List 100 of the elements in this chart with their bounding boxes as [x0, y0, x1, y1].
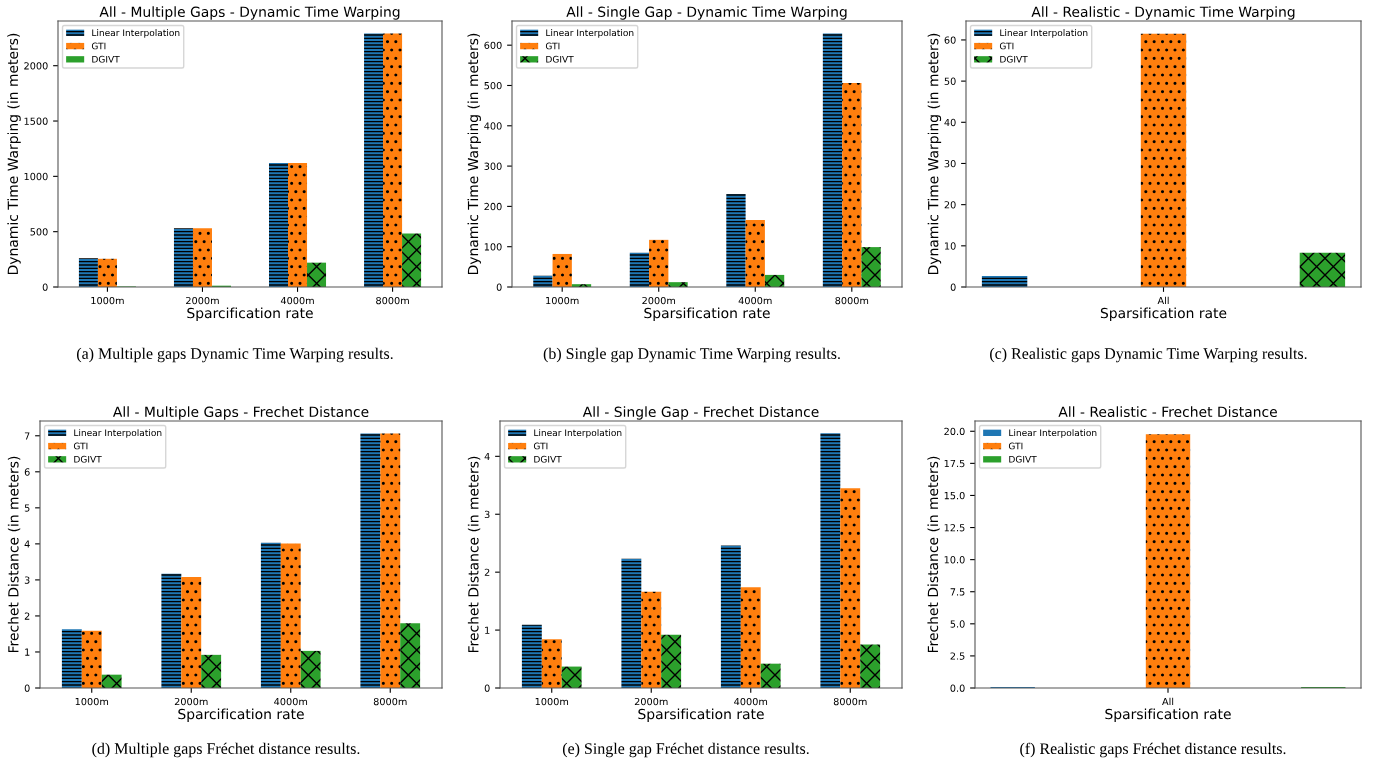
y-tick-label: 60 — [944, 36, 956, 44]
y-tick-label: 0.0 — [950, 684, 965, 692]
y-tick-label: 0 — [42, 283, 48, 291]
y-tick-label: 40 — [944, 118, 956, 127]
x-axis-title: Sparcification rate — [187, 307, 313, 321]
legend-label: GTI — [533, 442, 548, 450]
legend-label: DGIVT — [74, 455, 102, 463]
x-tick-label: 8000m — [835, 296, 869, 305]
y-tick-label: 6 — [24, 468, 30, 476]
x-tick-label: 1000m — [546, 296, 579, 305]
y-tick-label: 400 — [484, 122, 502, 130]
legend-label: DGIVT — [1000, 55, 1028, 63]
y-tick-label: 7 — [24, 432, 30, 440]
x-tick-label: 1000m — [535, 697, 569, 706]
y-tick-label: 100 — [484, 243, 502, 251]
legend-label: Linear Interpolation — [546, 29, 634, 38]
y-tick-label: 2.5 — [950, 652, 965, 660]
x-tick-label: All — [1157, 296, 1169, 305]
x-tick-label: 1000m — [75, 697, 109, 706]
legend-label: DGIVT — [1009, 455, 1037, 463]
y-axis-title: Dynamic Time Warping (in meters) — [927, 33, 942, 275]
chart-title: All - Single Gap - Frechet Distance — [582, 406, 819, 420]
y-tick-label: 0 — [496, 283, 502, 291]
y-tick-label: 0 — [484, 684, 490, 692]
y-tick-label: 300 — [484, 162, 502, 170]
x-tick-label: 1000m — [91, 296, 124, 305]
y-tick-label: 50 — [944, 77, 956, 85]
y-tick-label: 1500 — [24, 117, 48, 125]
legend-label: DGIVT — [546, 55, 574, 63]
y-tick-label: 20 — [944, 201, 956, 209]
text: (f) Realistic gaps Fréchet distance results. — [1020, 742, 1286, 758]
y-axis-title: Dynamic Time Warping (in meters) — [467, 33, 481, 275]
text: (c) Realistic gaps Dynamic Time Warping results. — [990, 347, 1307, 363]
y-axis-title: Frechet Distance (in meters) — [7, 456, 21, 653]
text: (a) Multiple gaps Dynamic Time Warping results. — [76, 347, 393, 363]
x-tick-label: 2000m — [642, 296, 676, 305]
x-tick-label: 8000m — [833, 697, 867, 706]
y-tick-label: 1 — [485, 626, 490, 634]
y-tick-label: 0 — [950, 283, 956, 291]
y-tick-label: 7.5 — [950, 588, 965, 596]
y-axis-title: Dynamic Time Warping (in meters) — [7, 33, 21, 275]
y-tick-label: 500 — [30, 228, 48, 236]
y-tick-label: 17.5 — [944, 459, 965, 468]
legend-label: GTI — [999, 42, 1014, 50]
y-tick-label: 15.0 — [944, 491, 965, 500]
y-tick-label: 2 — [484, 568, 490, 576]
y-tick-label: 1 — [25, 648, 30, 656]
x-axis-title: Sparsification rate — [1100, 307, 1227, 321]
x-tick-label: 4000m — [280, 296, 314, 305]
y-tick-label: 4 — [24, 540, 30, 548]
y-tick-label: 4 — [484, 452, 490, 461]
x-tick-label: 8000m — [376, 296, 409, 305]
y-tick-label: 5.0 — [950, 620, 965, 628]
chart-title: All - Realistic - Dynamic Time Warping — [1031, 6, 1295, 20]
y-tick-label: 20.0 — [944, 427, 965, 436]
x-tick-label: All — [1162, 697, 1174, 706]
chart-title: All - Realistic - Frechet Distance — [1058, 406, 1277, 418]
x-tick-label: 2000m — [174, 697, 208, 706]
x-tick-label: 2000m — [186, 296, 219, 305]
y-tick-label: 30 — [944, 159, 956, 168]
y-tick-label: 0 — [24, 684, 30, 692]
y-tick-label: 600 — [484, 41, 502, 50]
y-tick-label: 2000 — [24, 62, 48, 70]
y-tick-label: 200 — [484, 202, 502, 211]
legend-label: Linear Interpolation — [1000, 29, 1088, 38]
x-axis-title: Sparsification rate — [1105, 708, 1231, 722]
x-tick-label: 8000m — [373, 697, 407, 706]
y-axis-title: Frechet Distance (in meters) — [927, 456, 940, 653]
y-tick-label: 10 — [944, 242, 956, 250]
y-tick-label: 2 — [24, 612, 30, 620]
y-tick-label: 10.0 — [944, 556, 965, 564]
text: (e) Single gap Fréchet distance results. — [562, 742, 809, 758]
legend-label: Linear Interpolation — [92, 29, 180, 38]
y-tick-label: 5 — [24, 504, 30, 512]
x-tick-label: 2000m — [634, 697, 668, 706]
legend-label: GTI — [91, 42, 106, 50]
x-tick-label: 4000m — [738, 296, 772, 305]
y-axis-title: Frechet Distance (in meters) — [467, 456, 481, 653]
x-tick-label: 4000m — [274, 697, 308, 706]
legend-label: Linear Interpolation — [1009, 429, 1097, 438]
x-axis-title: Sparsification rate — [644, 307, 770, 321]
legend-label: Linear Interpolation — [534, 429, 622, 438]
legend-label: DGIVT — [92, 55, 120, 63]
x-tick-label: 4000m — [734, 697, 768, 706]
chart-title: All - Multiple Gaps - Dynamic Time Warping — [99, 6, 400, 20]
text: (d) Multiple gaps Fréchet distance results. — [92, 742, 360, 758]
y-tick-label: 3 — [484, 510, 490, 519]
y-tick-label: 12.5 — [944, 524, 965, 532]
y-tick-label: 500 — [484, 81, 502, 90]
y-tick-label: 3 — [24, 576, 30, 584]
legend-label: GTI — [545, 42, 560, 50]
chart-title: All - Single Gap - Dynamic Time Warping — [566, 6, 847, 20]
legend-label: GTI — [73, 442, 88, 450]
legend-label: Linear Interpolation — [74, 429, 162, 438]
chart-title: All - Multiple Gaps - Frechet Distance — [112, 406, 369, 420]
text: (b) Single gap Dynamic Time Warping results. — [543, 347, 840, 363]
legend-label: DGIVT — [534, 455, 562, 463]
x-axis-title: Sparsification rate — [638, 708, 764, 722]
x-axis-title: Sparcification rate — [178, 708, 304, 722]
y-tick-label: 1000 — [24, 172, 48, 181]
